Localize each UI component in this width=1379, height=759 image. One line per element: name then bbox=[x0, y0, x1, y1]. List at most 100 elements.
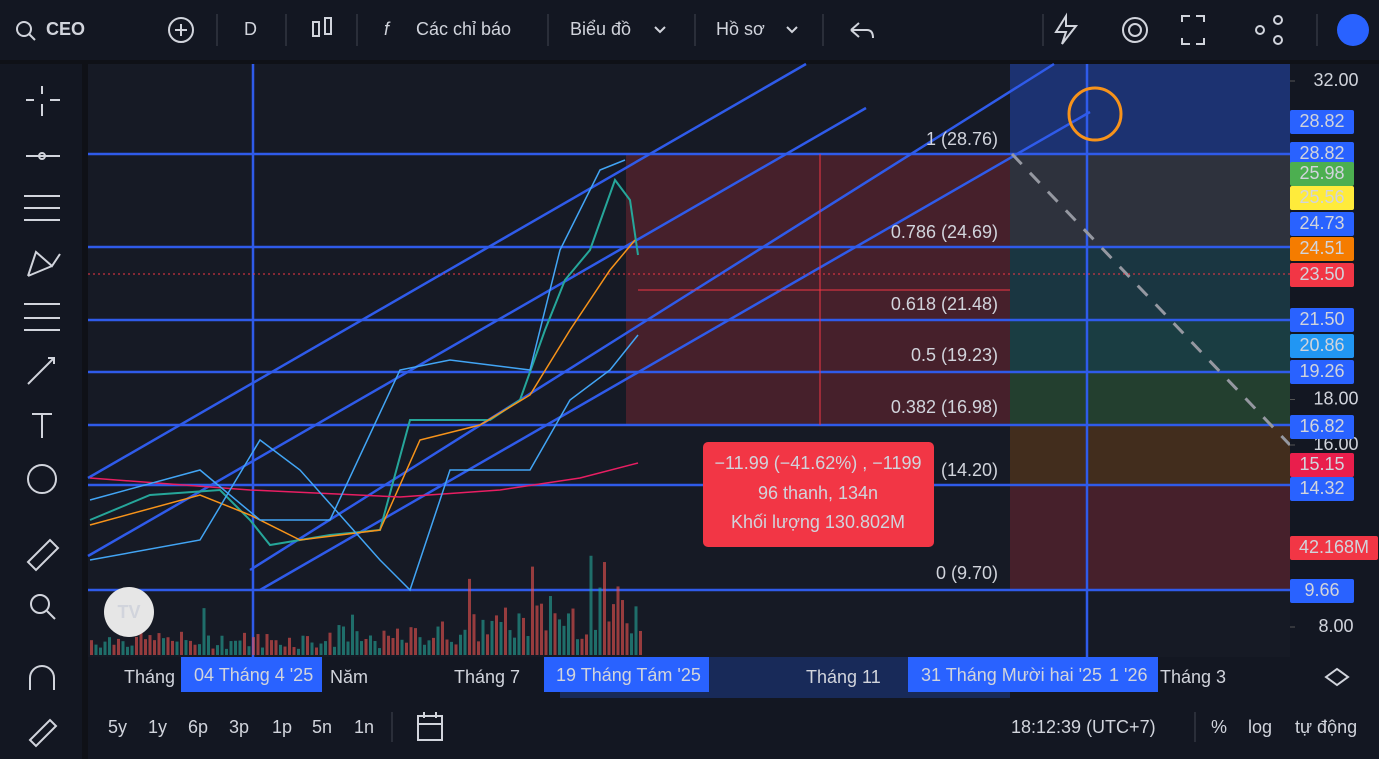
volume-bar bbox=[229, 641, 233, 655]
volume-bar bbox=[270, 640, 273, 655]
time-badge-label: 04 Tháng 4 '25 bbox=[194, 665, 313, 685]
toolbar-icons bbox=[16, 12, 1283, 45]
price-tick-label: 18.00 bbox=[1313, 388, 1358, 408]
price-badge bbox=[1290, 453, 1354, 477]
range-button[interactable]: 3p bbox=[229, 717, 249, 737]
volume-bar bbox=[292, 647, 296, 655]
volume-bar bbox=[454, 644, 458, 655]
indicators-button[interactable]: Các chỉ báo bbox=[416, 19, 511, 39]
price-badge bbox=[1290, 579, 1354, 603]
volume-bar bbox=[126, 646, 129, 655]
toolbar-separators bbox=[216, 14, 1318, 46]
symbol[interactable]: CEO bbox=[46, 19, 85, 39]
volume-bar bbox=[346, 641, 350, 655]
volume-bar bbox=[139, 631, 143, 655]
volume-bar bbox=[94, 644, 98, 655]
time-label: Tháng 7 bbox=[454, 667, 520, 687]
range-button[interactable]: 1p bbox=[272, 717, 292, 737]
log-toggle[interactable]: log bbox=[1248, 717, 1272, 737]
volume-bar bbox=[234, 640, 237, 655]
volume-bar bbox=[405, 642, 408, 655]
price-badge-label: 24.73 bbox=[1299, 213, 1344, 233]
range-button[interactable]: 5y bbox=[108, 717, 127, 737]
measure-bars: 96 thanh, 134n bbox=[758, 483, 878, 503]
fib-label: (14.20) bbox=[941, 460, 998, 480]
range-button[interactable]: 1n bbox=[354, 717, 374, 737]
volume-bar bbox=[189, 640, 192, 655]
volume-bar bbox=[625, 623, 629, 655]
volume-bar bbox=[225, 648, 228, 655]
volume-bar bbox=[306, 636, 309, 655]
volume-bar bbox=[243, 632, 246, 655]
volume-bar bbox=[544, 630, 548, 655]
volume-bar bbox=[441, 621, 444, 655]
price-badge bbox=[1290, 237, 1354, 261]
volume-bar bbox=[378, 648, 381, 655]
volume-bar bbox=[175, 641, 179, 655]
volume-bar bbox=[589, 555, 593, 655]
volume-bar bbox=[409, 627, 413, 655]
price-badge bbox=[1290, 536, 1378, 560]
volume-bar bbox=[549, 596, 552, 655]
volume-bar bbox=[283, 646, 287, 655]
volume-bar bbox=[391, 638, 395, 655]
volume-bar bbox=[351, 614, 354, 655]
volume-bar bbox=[148, 635, 152, 655]
volume-bar bbox=[171, 640, 174, 655]
volume-bars bbox=[90, 555, 642, 655]
range-button[interactable]: 5n bbox=[312, 717, 332, 737]
interval[interactable]: D bbox=[244, 19, 257, 39]
volume-bar bbox=[571, 608, 575, 655]
fib-label: 0.618 (21.48) bbox=[891, 294, 998, 314]
volume-bar bbox=[477, 641, 480, 655]
volume-bar bbox=[472, 614, 476, 655]
volume-bar bbox=[162, 638, 165, 655]
fib-label: 1 (28.76) bbox=[926, 129, 998, 149]
volume-bar bbox=[612, 604, 615, 655]
volume-bar bbox=[535, 605, 539, 655]
chart-type-button[interactable]: Biểu đồ bbox=[570, 19, 631, 39]
volume-bar bbox=[207, 635, 210, 655]
price-badge-label: 16.82 bbox=[1299, 416, 1344, 436]
volume-bar bbox=[211, 648, 215, 655]
volume-bar bbox=[198, 644, 201, 655]
time-badge-label: 31 Tháng Mười hai '25 bbox=[921, 665, 1102, 685]
volume-bar bbox=[108, 637, 111, 655]
volume-bar bbox=[400, 639, 404, 655]
profile-button[interactable]: Hồ sơ bbox=[716, 19, 765, 39]
percent-toggle[interactable]: % bbox=[1211, 717, 1227, 737]
price-badge-label: 14.32 bbox=[1299, 478, 1344, 498]
volume-bar bbox=[157, 633, 161, 655]
price-badge bbox=[1290, 110, 1354, 134]
price-badge-label: 24.51 bbox=[1299, 238, 1344, 258]
price-badge bbox=[1290, 142, 1354, 166]
drawing-tools bbox=[24, 86, 61, 748]
volume-bar bbox=[414, 628, 417, 655]
range-button[interactable]: 6p bbox=[188, 717, 208, 737]
time-badge bbox=[544, 657, 709, 692]
goto-date[interactable] bbox=[417, 712, 443, 741]
volume-bar bbox=[256, 634, 260, 655]
volume-bar bbox=[364, 639, 368, 655]
volume-bar bbox=[130, 645, 134, 655]
time-label: Tháng 3 bbox=[1160, 667, 1226, 687]
volume-bar bbox=[423, 644, 426, 655]
volume-bar bbox=[103, 641, 107, 655]
auto-toggle[interactable]: tự động bbox=[1295, 717, 1357, 737]
fib-label: 0.5 (19.23) bbox=[911, 345, 998, 365]
volume-bar bbox=[324, 641, 327, 655]
volume-bar bbox=[184, 640, 188, 655]
volume-bar bbox=[540, 603, 543, 655]
fib-labels: 1 (28.76) 0.786 (24.69) 0.618 (21.48) 0.5 (… bbox=[891, 129, 998, 583]
volume-bar bbox=[450, 641, 453, 655]
volume-bar bbox=[508, 630, 512, 655]
price-badge-label: 25.98 bbox=[1299, 163, 1344, 183]
volume-bar bbox=[490, 620, 494, 655]
price-badge bbox=[1290, 263, 1354, 287]
measure-change: −11.99 (−41.62%) , −1199 bbox=[715, 453, 922, 473]
volume-bar bbox=[355, 631, 359, 655]
range-button[interactable]: 1y bbox=[148, 717, 167, 737]
volume-bar bbox=[486, 634, 489, 655]
time-badge-label: 1 '26 bbox=[1109, 665, 1147, 685]
settings-icon[interactable] bbox=[1324, 667, 1350, 687]
